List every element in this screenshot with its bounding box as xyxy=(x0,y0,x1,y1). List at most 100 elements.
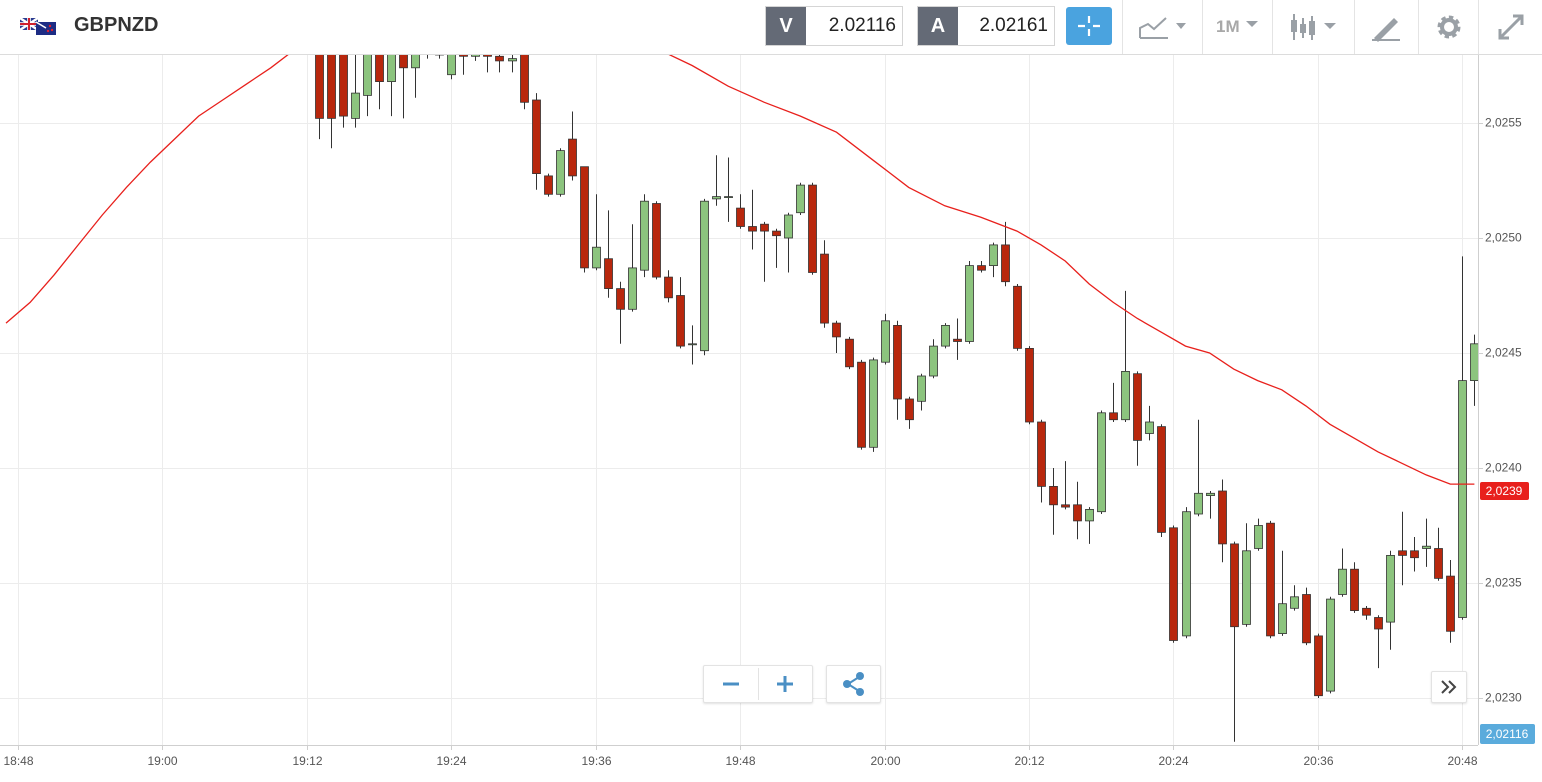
candle-body xyxy=(1326,598,1335,692)
candle-body xyxy=(965,265,974,342)
candle-body xyxy=(664,276,673,299)
candle-body xyxy=(917,375,926,402)
candle-body xyxy=(1013,285,1022,349)
candle-body xyxy=(905,398,914,421)
candle-body xyxy=(869,359,878,448)
candle-body xyxy=(1049,485,1058,506)
y-tick-label: 2,0245 xyxy=(1485,346,1522,360)
candle-body xyxy=(941,324,950,347)
candle-body xyxy=(1386,555,1395,623)
candle-body xyxy=(989,244,998,266)
candle-body xyxy=(1169,527,1178,641)
y-tick-label: 2,0250 xyxy=(1485,231,1522,245)
candle-body xyxy=(327,55,336,119)
settings-button[interactable] xyxy=(1434,12,1464,42)
candle-body xyxy=(1290,596,1299,609)
bid-label: V xyxy=(766,7,806,45)
candle-body xyxy=(724,196,733,199)
candle-body xyxy=(399,55,408,69)
candle-body xyxy=(1133,373,1142,441)
candle-body xyxy=(375,55,384,82)
scroll-to-end-button[interactable] xyxy=(1431,671,1467,703)
fullscreen-button[interactable] xyxy=(1496,12,1526,42)
ask-box[interactable]: A 2.02161 xyxy=(917,6,1055,46)
share-icon xyxy=(843,672,864,696)
y-tick-label: 2,0230 xyxy=(1485,691,1522,705)
candle-body xyxy=(1121,370,1130,421)
candle-body xyxy=(748,226,757,232)
x-tick-label: 20:00 xyxy=(870,754,900,768)
y-tick-label: 2,0255 xyxy=(1485,116,1522,130)
candle-body xyxy=(508,58,517,62)
x-tick-label: 19:12 xyxy=(292,754,322,768)
candle-body xyxy=(640,200,649,271)
scroll-icon xyxy=(1441,680,1457,694)
candle-body xyxy=(1362,607,1371,616)
candle-body xyxy=(688,343,697,346)
candle-body xyxy=(796,184,805,214)
x-tick-label: 19:36 xyxy=(581,754,611,768)
candle-body xyxy=(1374,617,1383,630)
candle-body xyxy=(736,207,745,227)
x-tick-label: 20:36 xyxy=(1303,754,1333,768)
candle-style-button[interactable] xyxy=(1288,10,1348,44)
crosshair-icon xyxy=(1078,16,1100,36)
candle-body xyxy=(1350,568,1359,612)
timeframe-arrow xyxy=(1246,21,1258,27)
candle-body xyxy=(1266,522,1275,637)
x-tick-label: 20:12 xyxy=(1014,754,1044,768)
candle-body xyxy=(676,295,685,347)
bid-price: 2.02116 xyxy=(828,15,896,36)
candle-body xyxy=(1085,508,1094,522)
candle-body xyxy=(953,338,962,342)
candle-body xyxy=(784,214,793,239)
candle-body xyxy=(556,150,565,195)
candle-body xyxy=(760,223,769,232)
candle-body xyxy=(1182,511,1191,637)
price-badge-text: 2,02116 xyxy=(1486,727,1529,741)
candle-body xyxy=(1254,525,1263,549)
ma-value-label: 2,0239 xyxy=(1486,484,1523,498)
candle-body xyxy=(1218,490,1227,545)
candle-body xyxy=(1302,594,1311,644)
candle-body xyxy=(1458,380,1467,618)
candle-body xyxy=(592,246,601,269)
candle-body xyxy=(387,55,396,82)
candle-body xyxy=(339,55,348,117)
candle-body xyxy=(929,345,938,377)
y-tick-label: 2,0235 xyxy=(1485,576,1522,590)
candle-body xyxy=(700,200,709,352)
candle-body xyxy=(580,166,589,269)
candle-body xyxy=(483,55,492,57)
candle-body xyxy=(893,324,902,400)
candle-body xyxy=(616,288,625,310)
chart-type-button[interactable] xyxy=(1136,12,1196,42)
candle-body xyxy=(652,203,661,278)
candle-body xyxy=(1434,548,1443,579)
candle-body xyxy=(1278,603,1287,635)
symbol: GBPNZD xyxy=(74,14,159,36)
candle-body xyxy=(712,196,721,200)
candle-body xyxy=(1314,635,1323,697)
bid-box[interactable]: V 2.02116 xyxy=(765,6,903,46)
candle-body xyxy=(1157,426,1166,533)
price-badge xyxy=(1480,724,1535,744)
timeframe[interactable]: 1M xyxy=(1216,17,1240,36)
crosshair-button[interactable] xyxy=(1066,7,1112,45)
candle-body xyxy=(857,361,866,448)
moving-average-line xyxy=(5,55,1475,485)
candle-body xyxy=(1422,545,1431,549)
candle-body xyxy=(568,138,577,177)
x-tick-label: 19:00 xyxy=(147,754,177,768)
toolbar: GBPNZD V 2.02116 A 2.02161 1M xyxy=(0,0,1542,55)
ask-label: A xyxy=(918,7,958,45)
candle-body xyxy=(532,99,541,174)
x-tick-label: 18:48 xyxy=(3,754,33,768)
candle-body xyxy=(1338,568,1347,595)
drawing-button[interactable] xyxy=(1370,12,1404,42)
share-button[interactable] xyxy=(826,665,881,703)
candle-body xyxy=(363,55,372,96)
candle-body xyxy=(1194,492,1203,515)
candle-body xyxy=(544,175,553,195)
